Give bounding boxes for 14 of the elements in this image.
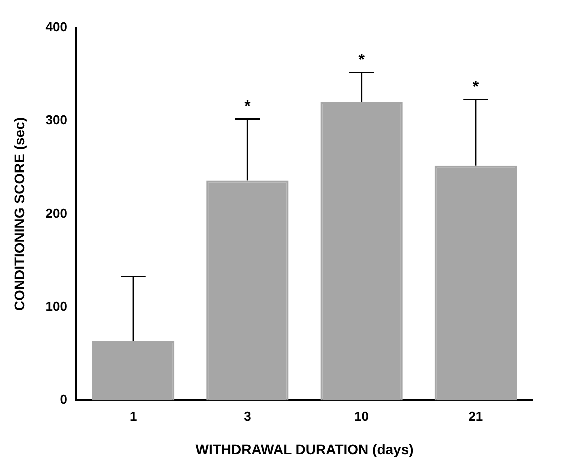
y-tick-label: 100	[46, 299, 68, 314]
x-tick-label: 10	[354, 408, 370, 424]
x-axis-title: WITHDRAWAL DURATION (days)	[196, 441, 414, 458]
y-tick-label: 400	[46, 20, 68, 35]
y-axis-title: CONDITIONING SCORE (sec)	[11, 117, 28, 312]
y-tick-label: 300	[46, 112, 68, 128]
y-tick-label: 200	[46, 206, 68, 221]
annotation: *	[472, 79, 480, 96]
x-tick-label: 1	[130, 408, 138, 424]
x-tick-label: 3	[244, 408, 252, 424]
x-tick-label: 21	[468, 408, 484, 424]
annotation: *	[244, 98, 252, 116]
y-tick-label: 0	[60, 392, 68, 408]
annotation: *	[358, 52, 366, 70]
